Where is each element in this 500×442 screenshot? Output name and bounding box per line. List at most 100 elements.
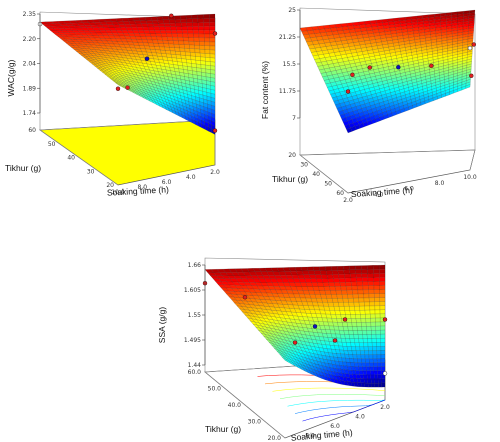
surface-cell — [176, 29, 183, 34]
surface-cell — [182, 33, 189, 38]
surface-cell — [193, 33, 200, 38]
surface-cell — [375, 330, 381, 335]
surface-cell — [197, 22, 205, 27]
surface-cell — [372, 265, 380, 270]
surface-cell — [378, 268, 386, 274]
surface-cell — [343, 330, 350, 335]
surface-cell — [375, 334, 381, 339]
surface-cell — [357, 362, 363, 367]
surface-cell — [204, 53, 211, 58]
surface-cell — [191, 14, 198, 19]
surface-cell — [336, 318, 343, 323]
surface-cell — [361, 362, 367, 368]
surface-cell — [205, 57, 211, 62]
surface-cell — [145, 20, 153, 24]
surface-cell — [370, 374, 375, 380]
surface-cell — [203, 14, 210, 19]
surface-cell — [187, 29, 194, 35]
surface-cell — [210, 61, 216, 67]
surface-cell — [153, 26, 161, 31]
design-point — [382, 317, 388, 322]
surface-cell — [209, 13, 216, 19]
surface-cell — [379, 313, 386, 319]
surface-cell — [379, 301, 386, 306]
surface-cell — [198, 29, 205, 35]
x-axis-title: Soaking time (h) — [107, 184, 169, 197]
surface-cell — [370, 313, 376, 319]
surface-cell — [377, 378, 382, 384]
y-tick-label: 30 — [87, 168, 95, 175]
surface-cell — [359, 305, 366, 311]
surface-cell — [209, 53, 216, 59]
surface-cell — [155, 33, 163, 38]
y-tick-label: 50 — [48, 141, 56, 148]
surface-cell — [324, 290, 332, 295]
surface-cell — [358, 297, 365, 303]
x-axis-title: Soaking time (h) — [351, 185, 414, 199]
surface-cell — [376, 338, 381, 343]
surface-cell — [379, 277, 386, 282]
surface-cell — [366, 370, 371, 376]
surface-cell — [346, 342, 352, 347]
surface-cell — [349, 306, 356, 311]
surface-cell — [348, 330, 354, 335]
surface-cell — [181, 29, 189, 34]
surface-cell — [359, 370, 364, 376]
design-point — [467, 45, 473, 51]
surface-cell — [344, 310, 351, 315]
base-contour-line — [294, 399, 386, 414]
surface-cell — [380, 325, 386, 331]
surface-cell — [380, 362, 386, 367]
surface-cell — [372, 358, 378, 363]
surface-cell — [347, 298, 354, 303]
surface-cell — [347, 294, 354, 299]
surface-cell — [367, 378, 372, 384]
z-tick-label: 11.75 — [279, 88, 296, 95]
surface-cell — [354, 265, 362, 270]
surface-cell — [368, 285, 375, 290]
design-point — [115, 86, 121, 91]
surface-cell — [377, 366, 382, 372]
surface-cell — [357, 285, 364, 291]
surface-cell — [371, 334, 377, 339]
fat-content-surface-plot: 25 21.25 15.5 11.75 7 2.0 4.0 6.0 8.0 10.0 20 30 40 5… — [260, 7, 477, 204]
surface-cell — [168, 43, 175, 48]
surface-cell — [352, 293, 359, 299]
surface-cell — [178, 44, 185, 49]
surface-cell — [184, 48, 191, 53]
surface-cell — [199, 49, 206, 54]
surface-cell — [181, 26, 188, 31]
surface-cell — [364, 305, 371, 311]
surface-cell — [357, 358, 362, 363]
surface-cell — [163, 43, 170, 48]
surface-cell — [369, 309, 376, 315]
surface-cell — [379, 289, 386, 294]
surface-cell — [369, 305, 376, 311]
surface-cell — [375, 321, 381, 327]
surface-cell — [184, 44, 190, 49]
surface-cell — [349, 338, 355, 343]
surface-cell — [209, 41, 216, 47]
surface-cell — [370, 317, 376, 323]
surface-cell — [334, 282, 341, 287]
surface-cell — [204, 41, 211, 47]
surface-cell — [356, 281, 363, 287]
surface-cell — [339, 310, 346, 315]
surface-cell — [311, 282, 319, 287]
surface-cell — [370, 378, 375, 384]
y-tick-label: 20 — [288, 152, 296, 159]
surface-cell — [378, 264, 386, 270]
surface-cell — [194, 45, 200, 50]
surface-cell — [331, 298, 339, 303]
surface-cell — [367, 346, 373, 351]
surface-cell — [354, 306, 361, 311]
surface-cell — [379, 281, 386, 286]
surface-cell — [373, 362, 378, 368]
z-axis-title: WAC(g/g) — [6, 59, 16, 96]
surface-cell — [326, 274, 334, 279]
surface-cell — [159, 30, 167, 34]
surface-cell — [337, 322, 344, 327]
z-tick-label: 1.55 — [188, 312, 202, 319]
surface-cell — [334, 286, 342, 291]
surface-cell — [203, 18, 210, 23]
